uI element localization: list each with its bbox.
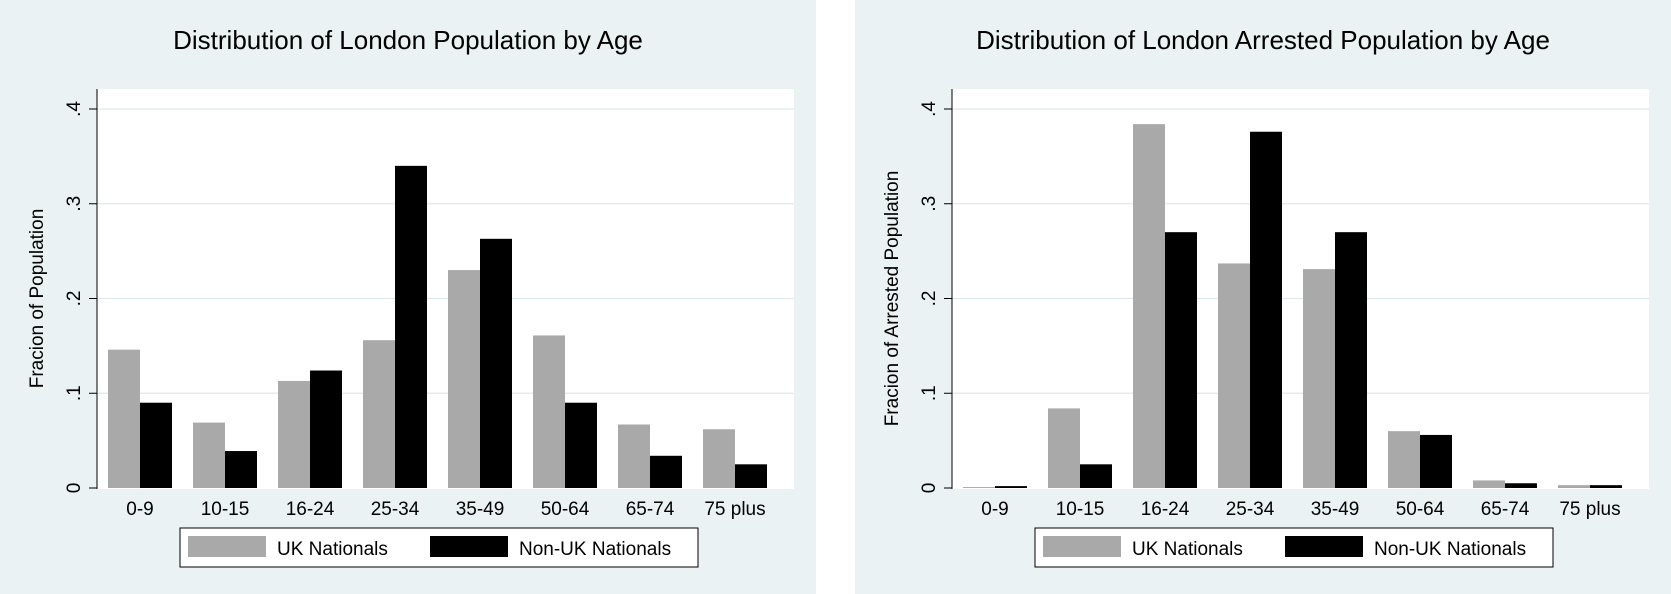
bar-non-uk-nationals bbox=[1590, 485, 1622, 488]
bar-uk-nationals bbox=[1218, 263, 1250, 488]
bar-uk-nationals bbox=[278, 380, 310, 488]
legend bbox=[1034, 527, 1554, 568]
bar-non-uk-nationals bbox=[995, 486, 1027, 488]
chart-panel-arrested: Distribution of London Arrested Populati… bbox=[855, 0, 1671, 594]
y-tick-label: 0 bbox=[64, 483, 85, 494]
x-tick-label: 50-64 bbox=[1396, 499, 1445, 520]
bar-uk-nationals bbox=[963, 487, 995, 488]
population-chart: Distribution of London Population by Age… bbox=[27, 25, 794, 568]
x-tick-label: 10-15 bbox=[1056, 499, 1105, 520]
legend-label-non-uk: Non-UK Nationals bbox=[519, 539, 671, 560]
x-tick-label: 25-34 bbox=[371, 499, 420, 520]
bar-uk-nationals bbox=[1473, 480, 1505, 488]
bar-non-uk-nationals bbox=[1080, 464, 1112, 488]
chart-title: Distribution of London Population by Age bbox=[173, 25, 643, 55]
bar-uk-nationals bbox=[108, 349, 140, 488]
x-tick-label: 75 plus bbox=[1559, 499, 1620, 520]
y-tick-label: .2 bbox=[919, 291, 940, 307]
bar-non-uk-nationals bbox=[225, 451, 257, 488]
y-tick-label: .4 bbox=[919, 101, 940, 117]
y-axis-label: Fracion of Population bbox=[27, 209, 48, 389]
x-tick-label: 10-15 bbox=[201, 499, 250, 520]
bar-uk-nationals bbox=[618, 424, 650, 488]
legend-label-uk: UK Nationals bbox=[1132, 539, 1243, 560]
bar-non-uk-nationals bbox=[310, 370, 342, 488]
chart-panel-population: Distribution of London Population by Age… bbox=[0, 0, 816, 594]
x-tick-label: 65-74 bbox=[626, 499, 675, 520]
bar-uk-nationals bbox=[1388, 431, 1420, 488]
legend-swatch-non-uk bbox=[430, 536, 508, 557]
arrested-chart: Distribution of London Arrested Populati… bbox=[882, 25, 1649, 568]
chart-title: Distribution of London Arrested Populati… bbox=[976, 25, 1550, 55]
x-tick-label: 50-64 bbox=[541, 499, 590, 520]
bar-non-uk-nationals bbox=[735, 464, 767, 488]
legend-swatch-uk bbox=[1043, 536, 1121, 557]
bar-non-uk-nationals bbox=[565, 402, 597, 488]
x-tick-label: 16-24 bbox=[286, 499, 335, 520]
y-tick-label: .3 bbox=[64, 196, 85, 212]
y-axis-label: Fracion of Arrested Population bbox=[882, 171, 903, 427]
x-tick-label: 65-74 bbox=[1481, 499, 1530, 520]
bar-non-uk-nationals bbox=[650, 455, 682, 488]
bar-non-uk-nationals bbox=[1420, 434, 1452, 488]
y-tick-label: .2 bbox=[64, 291, 85, 307]
legend-label-uk: UK Nationals bbox=[277, 539, 388, 560]
y-tick-label: .3 bbox=[919, 196, 940, 212]
bar-non-uk-nationals bbox=[395, 165, 427, 488]
y-tick-label: .1 bbox=[64, 385, 85, 401]
x-tick-label: 35-49 bbox=[1311, 499, 1360, 520]
bar-uk-nationals bbox=[533, 335, 565, 488]
x-tick-label: 0-9 bbox=[126, 499, 153, 520]
x-tick-label: 75 plus bbox=[704, 499, 765, 520]
y-tick-label: .1 bbox=[919, 385, 940, 401]
bar-uk-nationals bbox=[363, 340, 395, 488]
x-tick-label: 0-9 bbox=[981, 499, 1008, 520]
bar-non-uk-nationals bbox=[480, 238, 512, 488]
y-tick-label: .4 bbox=[64, 101, 85, 117]
bar-non-uk-nationals bbox=[1165, 232, 1197, 488]
bar-uk-nationals bbox=[703, 429, 735, 488]
legend-swatch-non-uk bbox=[1285, 536, 1363, 557]
bar-uk-nationals bbox=[448, 270, 480, 488]
x-tick-label: 16-24 bbox=[1141, 499, 1190, 520]
bar-non-uk-nationals bbox=[140, 402, 172, 488]
legend-label-non-uk: Non-UK Nationals bbox=[1374, 539, 1526, 560]
bar-uk-nationals bbox=[1048, 408, 1080, 488]
bar-non-uk-nationals bbox=[1505, 483, 1537, 488]
bar-uk-nationals bbox=[1303, 269, 1335, 488]
bar-uk-nationals bbox=[1558, 485, 1590, 488]
plot-area bbox=[97, 89, 794, 489]
x-tick-label: 35-49 bbox=[456, 499, 505, 520]
bar-non-uk-nationals bbox=[1250, 131, 1282, 489]
bar-non-uk-nationals bbox=[1335, 232, 1367, 488]
y-tick-label: 0 bbox=[919, 483, 940, 494]
bar-uk-nationals bbox=[1133, 124, 1165, 488]
bar-uk-nationals bbox=[193, 422, 225, 488]
x-tick-label: 25-34 bbox=[1226, 499, 1275, 520]
legend-swatch-uk bbox=[188, 536, 266, 557]
